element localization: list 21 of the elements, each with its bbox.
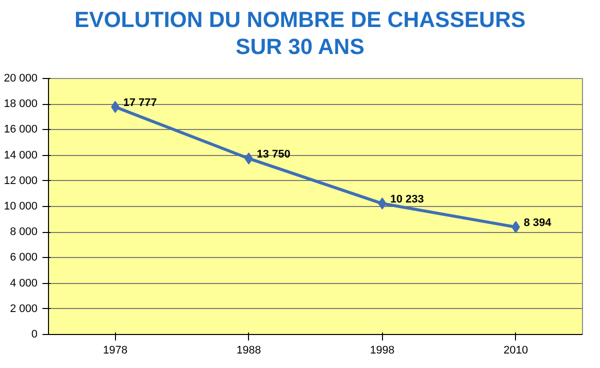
chart-title: EVOLUTION DU NOMBRE DE CHASSEURS SUR 30 ANS <box>74 6 526 60</box>
y-tick-label: 0 <box>31 328 38 340</box>
x-tick-label: 1978 <box>103 344 128 356</box>
y-tick-label: 8 000 <box>10 226 38 238</box>
y-tick-label: 2 000 <box>10 302 38 315</box>
y-tick-label: 20 000 <box>4 72 38 84</box>
x-tick-label: 2010 <box>504 344 528 356</box>
y-tick-label: 10 000 <box>4 200 38 212</box>
x-tick-label: 1998 <box>370 344 394 356</box>
y-tick-label: 4 000 <box>10 277 38 290</box>
data-label: 17 777 <box>123 96 157 109</box>
y-tick-label: 12 000 <box>4 174 38 187</box>
x-tick-label: 1988 <box>236 344 261 356</box>
data-label: 8 394 <box>524 217 552 230</box>
y-tick-label: 14 000 <box>4 149 38 162</box>
data-label: 10 233 <box>390 194 424 206</box>
point <box>244 152 253 164</box>
data-label: 13 750 <box>256 148 290 160</box>
y-tick-label: 6 000 <box>10 252 38 264</box>
y-tick-label: 16 000 <box>4 124 38 136</box>
y-tick-label: 18 000 <box>4 98 38 110</box>
